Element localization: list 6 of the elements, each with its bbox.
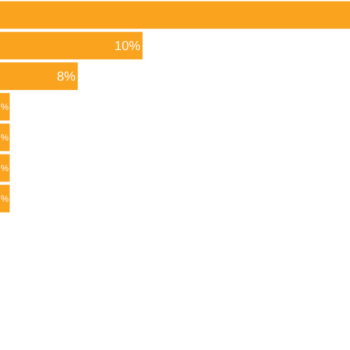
- data-label: 10%: [115, 41, 140, 50]
- data-label: 8%: [57, 72, 76, 81]
- data-label: %: [1, 134, 8, 141]
- data-label: %: [1, 104, 8, 110]
- data-label: %: [1, 164, 8, 172]
- data-label: %: [1, 195, 8, 202]
